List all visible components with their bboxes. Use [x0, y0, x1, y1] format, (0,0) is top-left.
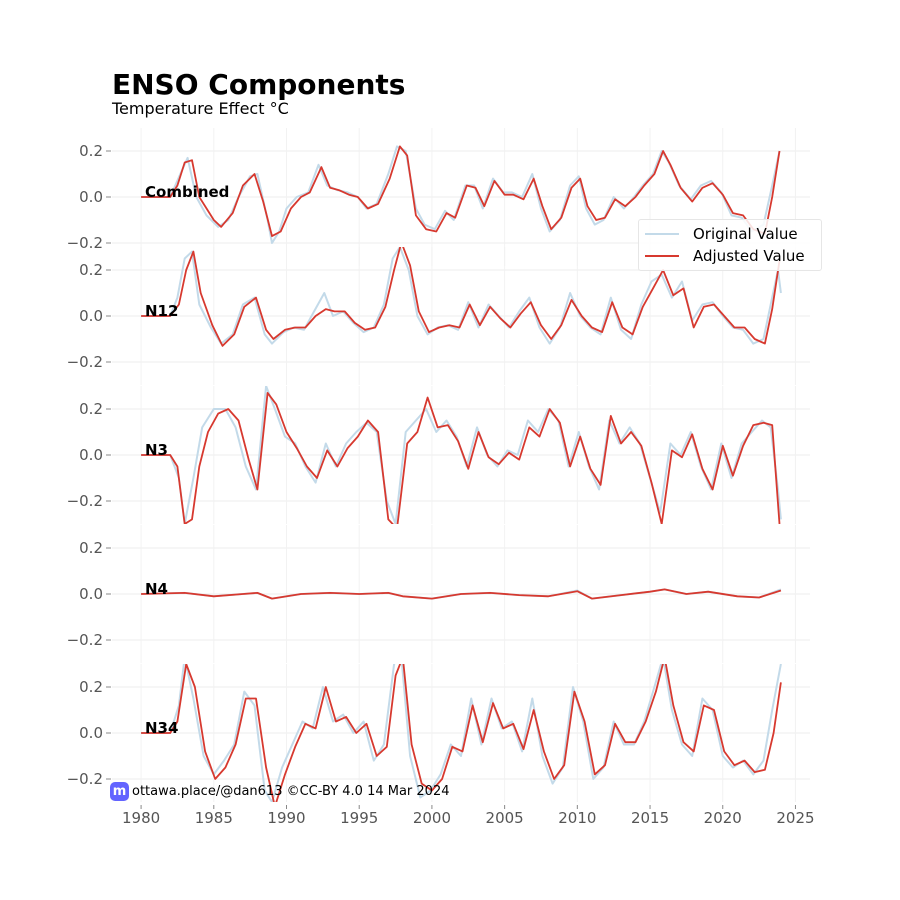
- panel-n34: −0.2 0.0 0.2 N34: [67, 664, 810, 802]
- x-tick-label: 1995: [340, 809, 378, 827]
- x-tick-label: 1990: [267, 809, 305, 827]
- panel-label: N12: [145, 302, 178, 320]
- y-tick-label: 0.2: [79, 142, 103, 160]
- legend-swatch-original: [645, 233, 679, 235]
- chart-subtitle: Temperature Effect °C: [112, 99, 289, 118]
- panel-n4: −0.2 0.0 0.2 N4: [67, 525, 810, 663]
- series-line-original: [141, 664, 782, 802]
- y-tick-label: 0.0: [79, 446, 103, 464]
- x-tick-label: 2010: [558, 809, 596, 827]
- legend-label-adjusted: Adjusted Value: [693, 247, 805, 265]
- series-line-adjusted: [141, 392, 781, 524]
- credit-text: ottawa.place/@dan613 ©CC-BY 4.0 14 Mar 2…: [132, 784, 450, 799]
- panel-label: N4: [145, 580, 168, 598]
- series-line-adjusted: [141, 145, 781, 237]
- chart-title: ENSO Components: [112, 68, 406, 101]
- x-tick-label: 1985: [195, 809, 233, 827]
- series-line-adjusted: [141, 588, 782, 600]
- panel-label: N3: [145, 441, 168, 459]
- y-tick-label: 0.0: [79, 724, 103, 742]
- y-tick-label: 0.2: [79, 400, 103, 418]
- chart-legend: Original Value Adjusted Value: [638, 219, 822, 271]
- panel-combined: −0.2 0.0 0.2 Combined: [67, 128, 810, 266]
- y-tick-label: −0.2: [67, 492, 103, 510]
- y-tick-label: 0.2: [79, 678, 103, 696]
- legend-item-adjusted: Adjusted Value: [645, 246, 805, 266]
- x-tick-label: 2020: [704, 809, 742, 827]
- x-tick-label: 2000: [413, 809, 451, 827]
- series-line-adjusted: [141, 247, 781, 347]
- y-tick-label: −0.2: [67, 353, 103, 371]
- x-tick-label: 2005: [486, 809, 524, 827]
- panel-label: N34: [145, 719, 178, 737]
- x-tick-label: 2015: [631, 809, 669, 827]
- y-tick-label: −0.2: [67, 770, 103, 788]
- y-tick-label: 0.2: [79, 261, 103, 279]
- x-tick-label: 1980: [122, 809, 160, 827]
- panel-label: Combined: [145, 183, 229, 201]
- panel-n3: −0.2 0.0 0.2 N3: [67, 386, 810, 524]
- series-line-adjusted: [141, 664, 782, 802]
- legend-swatch-adjusted: [645, 255, 679, 257]
- legend-label-original: Original Value: [693, 225, 798, 243]
- x-tick-label: 2025: [776, 809, 814, 827]
- credit-line: m ottawa.place/@dan613 ©CC-BY 4.0 14 Mar…: [110, 782, 450, 801]
- y-tick-label: 0.0: [79, 307, 103, 325]
- y-tick-label: −0.2: [67, 234, 103, 252]
- y-tick-label: 0.0: [79, 585, 103, 603]
- y-tick-label: 0.0: [79, 188, 103, 206]
- mastodon-icon: m: [110, 782, 129, 801]
- y-tick-label: 0.2: [79, 539, 103, 557]
- y-tick-label: −0.2: [67, 631, 103, 649]
- panel-n12: −0.2 0.0 0.2 N12: [67, 247, 810, 385]
- legend-item-original: Original Value: [645, 224, 798, 244]
